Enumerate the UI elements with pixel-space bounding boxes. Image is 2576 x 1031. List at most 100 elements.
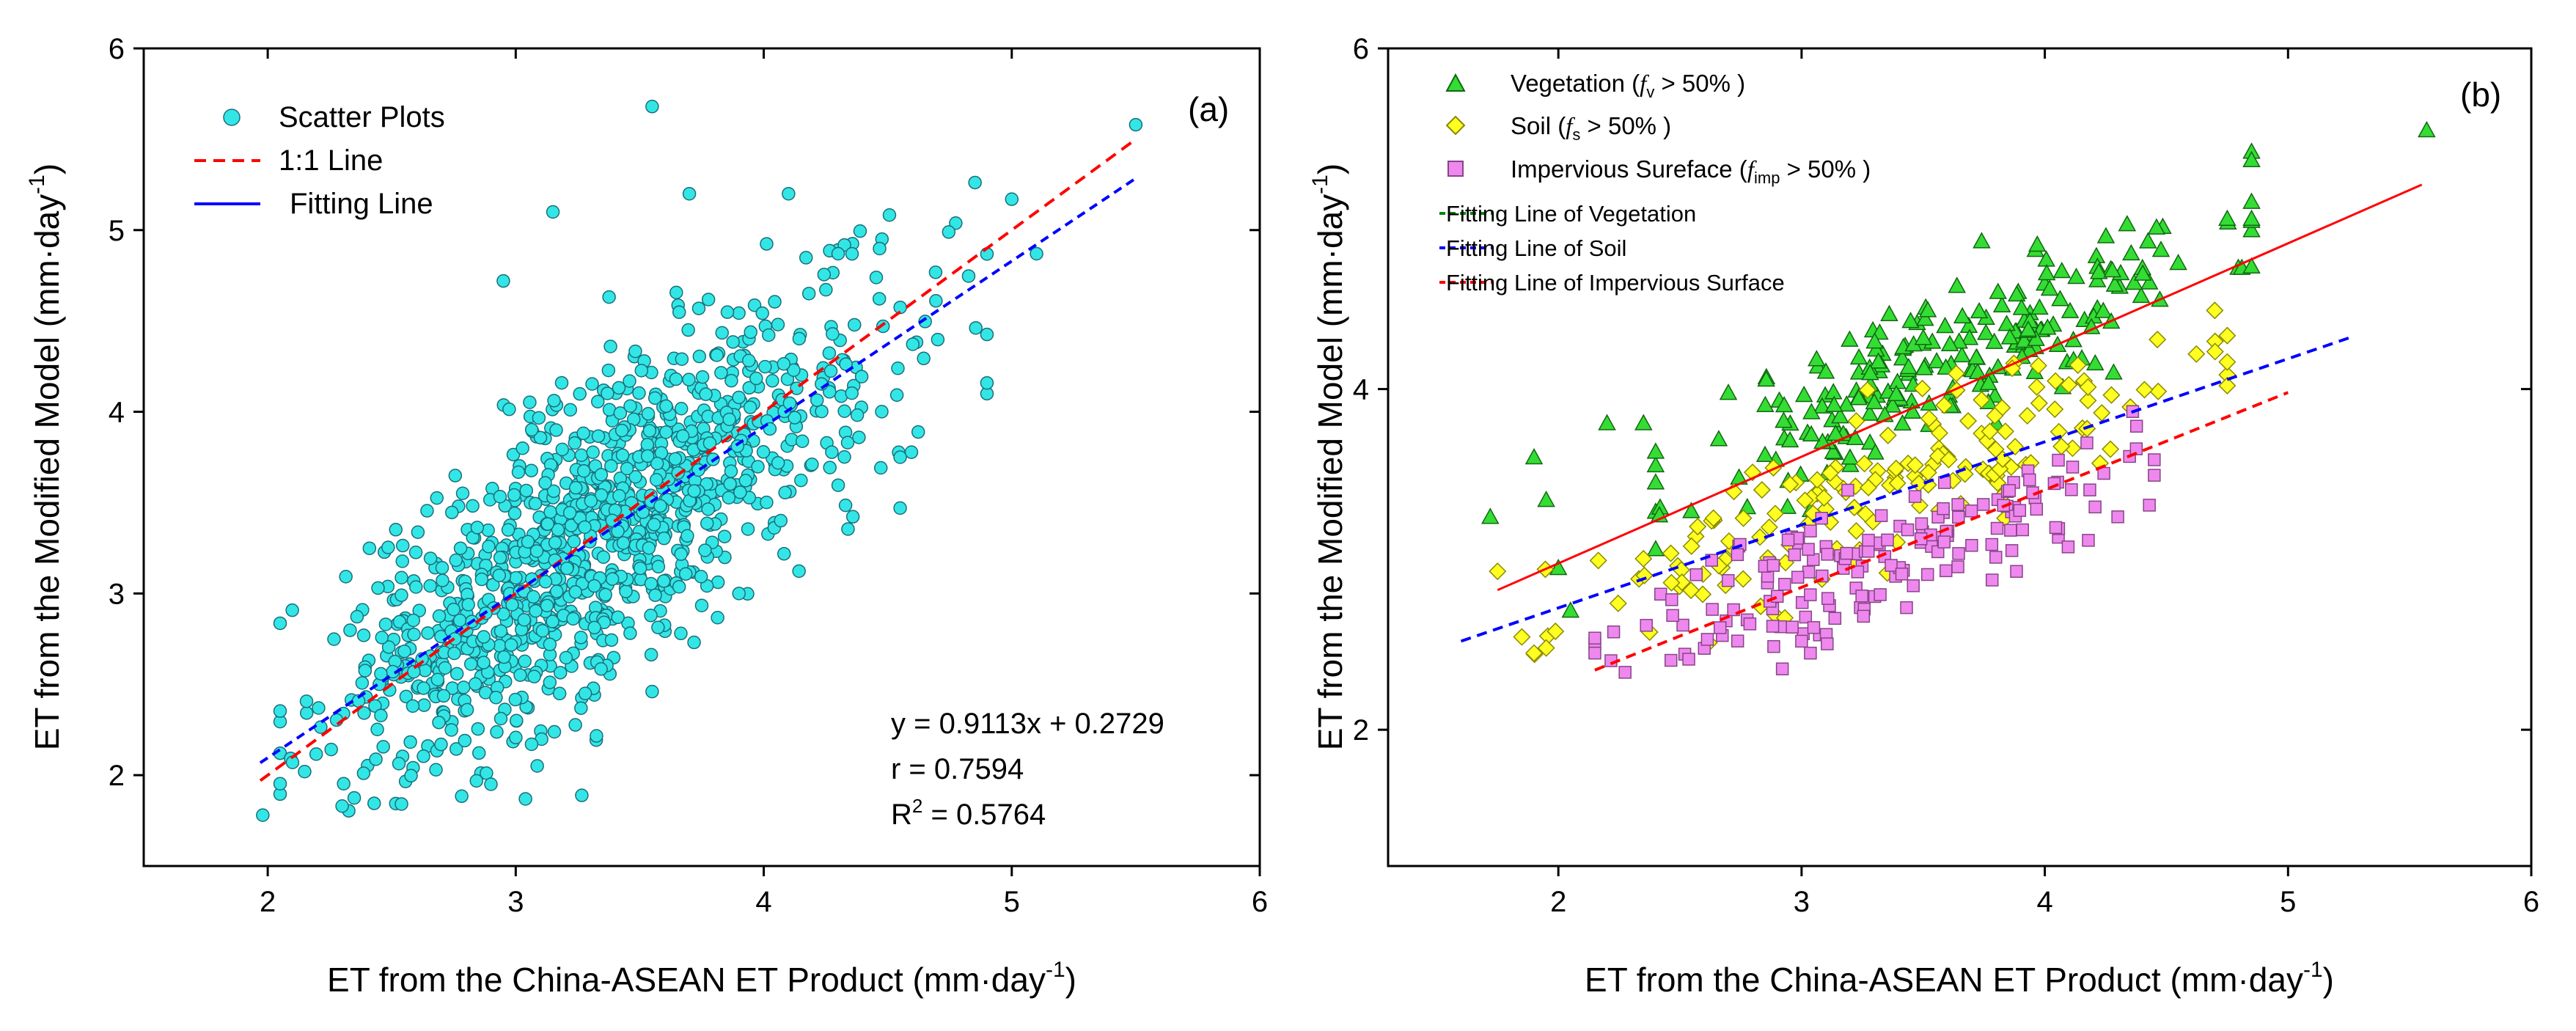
scatter-point <box>623 374 636 388</box>
vegetation-point <box>1849 389 1868 406</box>
impervious-point <box>1802 565 1816 579</box>
vegetation-point <box>1880 304 1898 321</box>
soil-point <box>2028 378 2046 396</box>
panel-a-ylabel-close: ) <box>28 164 66 175</box>
soil-point <box>1935 396 1953 414</box>
vegetation-point <box>2007 285 2026 302</box>
scatter-point <box>430 491 444 505</box>
soil-point <box>1734 509 1753 527</box>
panel-a-x-axis-title: ET from the China-ASEAN ET Product (mm·d… <box>327 958 1076 999</box>
scatter-point <box>911 425 925 439</box>
vegetation-point <box>1634 414 1653 430</box>
panel-a-y-tick-label: 5 <box>109 215 125 247</box>
scatter-point <box>822 346 837 360</box>
impervious-point <box>2049 521 2063 535</box>
scatter-point <box>823 364 838 378</box>
vegetation-point <box>1824 442 1843 459</box>
scatter-point <box>724 373 738 388</box>
scatter-point <box>961 269 976 283</box>
soil-point <box>1537 639 1555 657</box>
scatter-point <box>489 690 503 705</box>
soil-point <box>1847 522 1865 540</box>
vegetation-point <box>2096 227 2116 243</box>
scatter-point <box>482 540 496 554</box>
legend-soil-marker <box>1445 115 1466 136</box>
scatter-point <box>644 647 658 662</box>
scatter-point <box>447 602 460 617</box>
scatter-point <box>532 411 546 425</box>
scatter-point <box>448 469 463 483</box>
impervious-point <box>1731 548 1744 562</box>
panel-a-lines <box>259 138 1137 782</box>
soil-point <box>1959 411 1978 430</box>
vegetation-point <box>1841 330 1859 347</box>
scatter-point <box>623 399 637 414</box>
scatter-point <box>751 460 765 474</box>
scatter-point <box>511 465 526 480</box>
impervious-point <box>1885 559 1898 572</box>
scatter-point <box>710 348 724 362</box>
scatter-point <box>732 587 746 601</box>
legend-11-label: 1:1 Line <box>279 144 383 177</box>
scatter-point <box>502 402 516 417</box>
scatter-point <box>538 476 552 490</box>
scatter-point <box>526 590 540 604</box>
soil-point <box>2135 381 2154 399</box>
scatter-point <box>678 567 693 581</box>
vegetation-point <box>1682 502 1700 518</box>
vegetation-point <box>1973 232 1991 249</box>
scatter-point <box>343 623 357 637</box>
soil-point <box>1860 478 1878 497</box>
vegetation-point <box>1997 315 2016 331</box>
soil-point <box>1589 551 1607 570</box>
soil-point <box>2218 376 2236 395</box>
scatter-point <box>519 483 534 498</box>
vegetation-point <box>2040 279 2059 296</box>
impervious-point <box>1965 539 1978 552</box>
panel-a-ylabel-main: ET from the Modified Model (mm·day <box>28 194 66 750</box>
soil-point <box>2030 394 2048 412</box>
impervious-point <box>1940 564 1953 578</box>
vegetation-point <box>1780 430 1799 448</box>
vegetation-point <box>2012 298 2031 315</box>
vegetation-point <box>1841 448 1860 465</box>
scatter-point <box>493 711 508 726</box>
vegetation-point <box>2038 318 2057 335</box>
legend-impervious-cond: > 50% ) <box>1780 155 1871 183</box>
impervious-point <box>1786 620 1799 634</box>
scatter-point <box>659 399 673 414</box>
vegetation-point <box>1646 455 1665 473</box>
scatter-point <box>699 387 713 401</box>
panel-a-x-tick-label: 4 <box>755 886 771 918</box>
vegetation-point <box>2082 318 2101 334</box>
scatter-point <box>845 386 859 400</box>
scatter-point <box>411 525 425 539</box>
scatter-point <box>430 672 445 687</box>
vegetation-point <box>1936 316 1954 334</box>
scatter-point <box>615 448 630 463</box>
scatter-point <box>538 575 553 589</box>
soil-point <box>1808 471 1827 489</box>
impervious-point <box>1781 533 1795 547</box>
scatter-point <box>381 540 395 554</box>
scatter-point <box>524 422 539 437</box>
scatter-point <box>449 553 463 568</box>
scatter-point <box>436 689 451 703</box>
vegetation-point <box>1646 442 1665 459</box>
panel-a-xlabel-sup: -1 <box>1046 958 1065 982</box>
scatter-point <box>527 669 541 683</box>
scatter-point <box>640 438 655 452</box>
impervious-point <box>1588 646 1601 660</box>
scatter-point <box>649 472 664 487</box>
vegetation-point <box>2151 241 2170 257</box>
scatter-point <box>837 450 851 464</box>
scatter-point <box>455 486 470 500</box>
vegetation-point <box>1977 323 1995 340</box>
scatter-point <box>395 570 408 584</box>
scatter-point <box>449 742 463 756</box>
vegetation-point <box>1979 373 1998 391</box>
scatter-point <box>931 332 945 347</box>
vegetation-point <box>2052 261 2072 279</box>
vegetation-point <box>2169 254 2187 271</box>
scatter-point <box>552 686 567 701</box>
